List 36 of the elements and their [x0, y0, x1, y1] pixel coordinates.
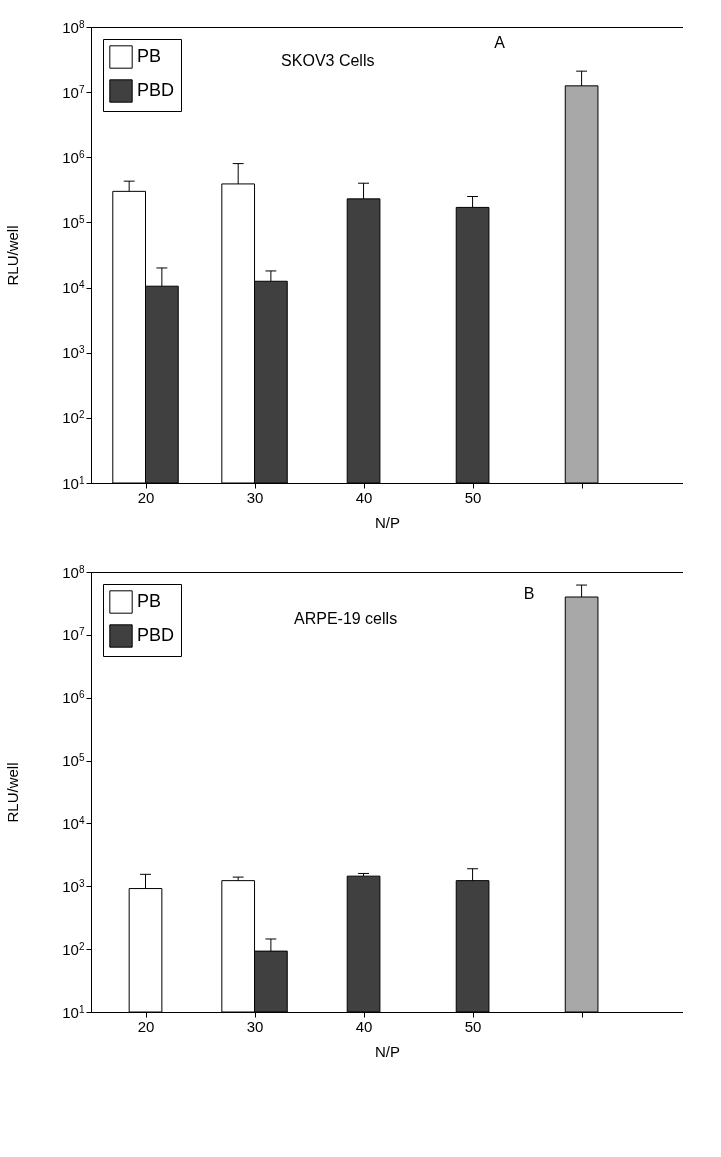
x-tick-label: 50	[464, 1017, 482, 1035]
y-tick-label: 10$^{3}$	[62, 877, 85, 895]
annotation: A	[494, 33, 506, 51]
legend-label: PB	[137, 46, 162, 66]
x-axis-title: N/P	[374, 1042, 401, 1060]
annotation: SKOV3 Cells	[281, 52, 375, 70]
y-tick-label: 10$^{5}$	[62, 213, 85, 231]
x-tick-label: 20	[137, 488, 155, 506]
x-tick-label: 20	[137, 1017, 155, 1035]
x-tick-label: 40	[355, 1017, 373, 1035]
y-axis-title: RLU/well	[4, 762, 22, 823]
y-tick-label: 10$^{1}$	[62, 474, 85, 492]
y-tick-label: 10$^{8}$	[62, 18, 85, 36]
y-tick-label: 10$^{5}$	[62, 751, 85, 770]
x-tick-label: 30	[246, 488, 264, 506]
y-tick-label: 10$^{2}$	[62, 940, 85, 958]
y-tick-label: 10$^{4}$	[62, 278, 85, 297]
y-tick-label: 10$^{4}$	[62, 814, 85, 832]
y-tick-label: 10$^{7}$	[62, 83, 85, 101]
y-tick-label: 10$^{8}$	[62, 563, 85, 581]
x-tick-label: 30	[246, 1017, 264, 1035]
x-tick-label: 50	[464, 488, 482, 506]
y-tick-label: 10$^{2}$	[62, 408, 85, 427]
legend-label: PBD	[137, 625, 175, 645]
x-axis-title: N/P	[374, 513, 401, 531]
legend-label: PB	[137, 591, 162, 611]
legend-label: PBD	[137, 80, 175, 100]
annotation: ARPE-19 cells	[293, 610, 398, 628]
annotation: B	[523, 585, 535, 602]
y-tick-label: 10$^{1}$	[62, 1003, 85, 1021]
y-tick-label: 10$^{3}$	[62, 343, 85, 362]
y-tick-label: 10$^{6}$	[62, 148, 85, 166]
y-tick-label: 10$^{7}$	[62, 625, 85, 644]
x-tick-label: 40	[355, 488, 373, 506]
y-tick-label: 10$^{6}$	[62, 688, 85, 707]
y-axis-title: RLU/well	[4, 225, 22, 286]
